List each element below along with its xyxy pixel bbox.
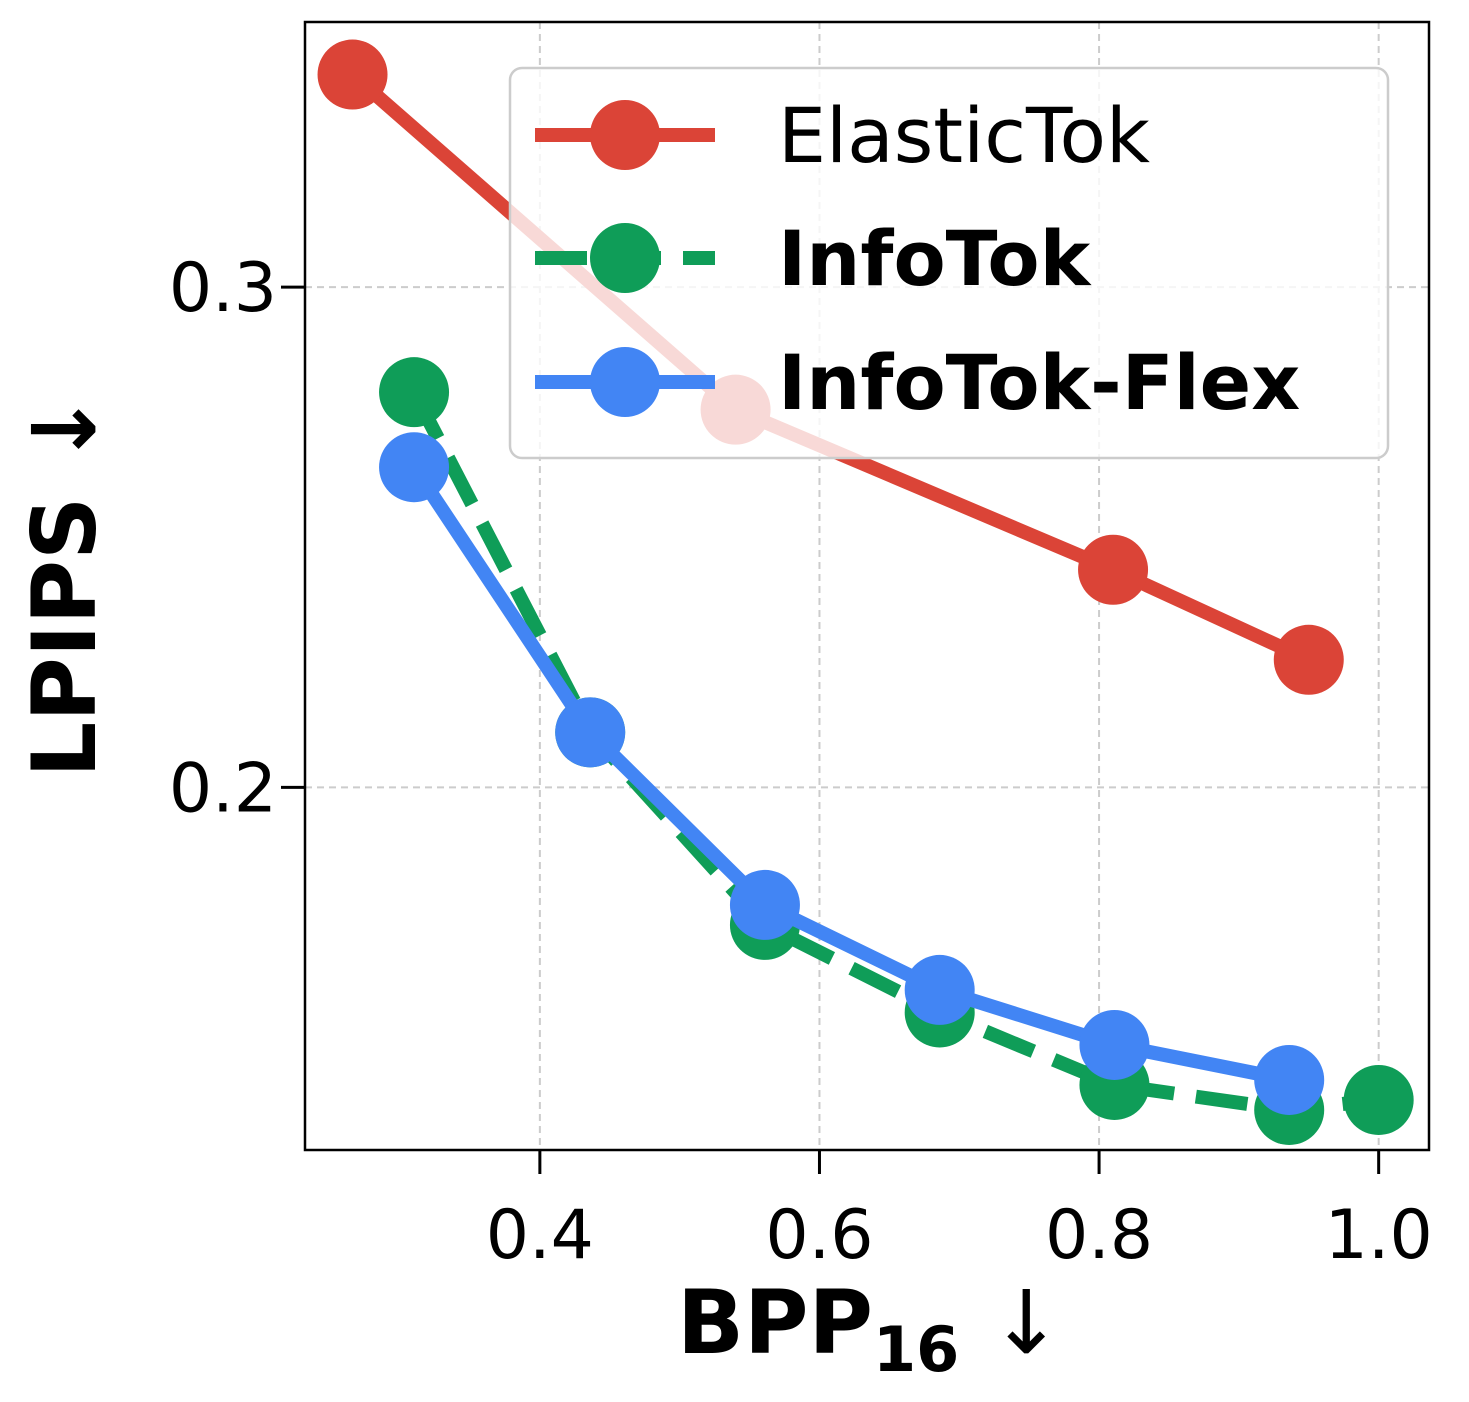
legend-label-elastictok: ElasticTok	[778, 91, 1150, 180]
data-point-infotok-flex	[729, 869, 800, 940]
legend-item-infotok-flex: InfoTok-Flex	[535, 338, 1300, 427]
y-tick-label: 0.2	[169, 749, 277, 828]
series-line-infotok	[407, 388, 1380, 1117]
series-layer	[317, 39, 1414, 1145]
data-point-infotok-flex	[1079, 1009, 1150, 1080]
y-axis-title: LPIPS ↓	[13, 392, 116, 778]
data-point-infotok-flex	[379, 432, 450, 503]
data-point-infotok	[1343, 1064, 1414, 1135]
series-infotok-flex	[379, 432, 1325, 1115]
plot-frame	[303, 20, 1431, 1152]
data-point-infotok-flex	[1254, 1044, 1325, 1115]
data-point-elastictok	[1273, 624, 1344, 695]
x-tick-label: 0.8	[1045, 1196, 1153, 1275]
x-tick-label: 1.0	[1325, 1196, 1433, 1275]
legend-marker-infotok	[590, 223, 660, 293]
legend: ElasticTok InfoTok InfoTok-Flex	[508, 66, 1390, 460]
legend-marker-infotok-flex	[590, 347, 660, 417]
legend-box	[508, 66, 1390, 460]
legend-item-elastictok: ElasticTok	[535, 91, 1150, 180]
data-point-infotok-flex	[555, 697, 626, 768]
x-axis-title-main: BPP	[677, 1271, 873, 1374]
legend-item-infotok: InfoTok	[535, 214, 1092, 303]
legend-label-infotok-flex: InfoTok-Flex	[778, 338, 1300, 427]
x-axis-title: BPP16 ↓	[677, 1271, 1063, 1386]
x-tick-label: 0.6	[765, 1196, 873, 1275]
y-tick-label: 0.3	[169, 249, 277, 328]
data-point-elastictok	[317, 39, 388, 110]
x-tick-label: 0.4	[486, 1196, 594, 1275]
axis-ticks: 0.4 0.6 0.8 1.0 0.2 0.3	[169, 249, 1433, 1275]
legend-marker-elastictok	[590, 100, 660, 170]
x-axis-title-subscript: 16	[873, 1313, 959, 1386]
data-point-infotok	[379, 357, 450, 428]
x-axis-title-arrow: ↓	[989, 1271, 1063, 1374]
series-line-infotok-flex	[408, 463, 1291, 1087]
legend-label-infotok: InfoTok	[778, 214, 1092, 303]
data-point-elastictok	[1078, 534, 1149, 605]
data-point-infotok-flex	[904, 954, 975, 1025]
